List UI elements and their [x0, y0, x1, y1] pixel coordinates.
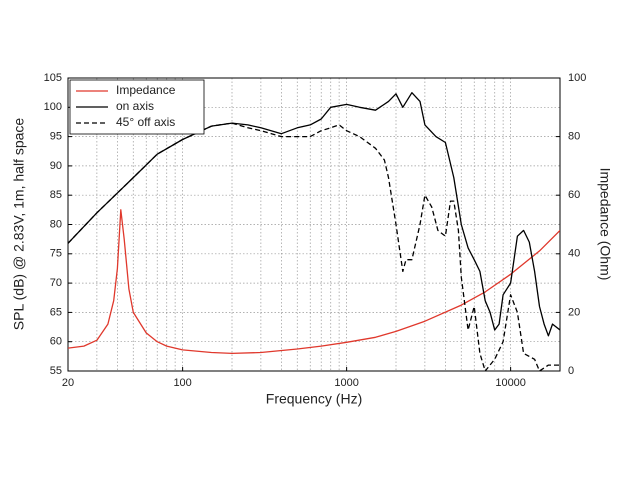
y-tick-label: 75 [50, 248, 62, 260]
legend-text: on axis [116, 99, 154, 113]
y-tick-label: 100 [44, 101, 62, 113]
x-axis-title: Frequency (Hz) [266, 391, 362, 407]
y2-tick-label: 60 [568, 189, 580, 201]
x-tick-label: 1000 [334, 377, 358, 389]
y-tick-label: 65 [50, 306, 62, 318]
plot-frame [67, 77, 561, 372]
y-tick-label: 95 [50, 131, 62, 143]
y2-tick-label: 20 [568, 306, 580, 318]
series-line [68, 122, 560, 371]
y-tick-label: 105 [44, 72, 62, 84]
y2-axis-title: Impedance (Ohm) [597, 168, 613, 281]
series-line [68, 92, 560, 337]
y-tick-label: 55 [50, 365, 62, 377]
series-line [68, 209, 560, 355]
y-tick-label: 90 [50, 160, 62, 172]
x-tick-label: 20 [62, 377, 74, 389]
y-axis-title: SPL (dB) @ 2.83V, 1m, half space [11, 118, 27, 331]
y2-tick-label: 0 [568, 365, 574, 377]
y2-tick-label: 100 [568, 72, 586, 84]
y-tick-label: 70 [50, 277, 62, 289]
legend-text: 45° off axis [116, 115, 175, 129]
y-tick-label: 85 [50, 189, 62, 201]
legend-text: Impedance [116, 83, 176, 97]
y2-tick-label: 40 [568, 248, 580, 260]
x-tick-label: 100 [173, 377, 191, 389]
y-tick-label: 60 [50, 336, 62, 348]
x-tick-label: 10000 [495, 377, 526, 389]
y2-tick-label: 80 [568, 131, 580, 143]
y-tick-label: 80 [50, 218, 62, 230]
